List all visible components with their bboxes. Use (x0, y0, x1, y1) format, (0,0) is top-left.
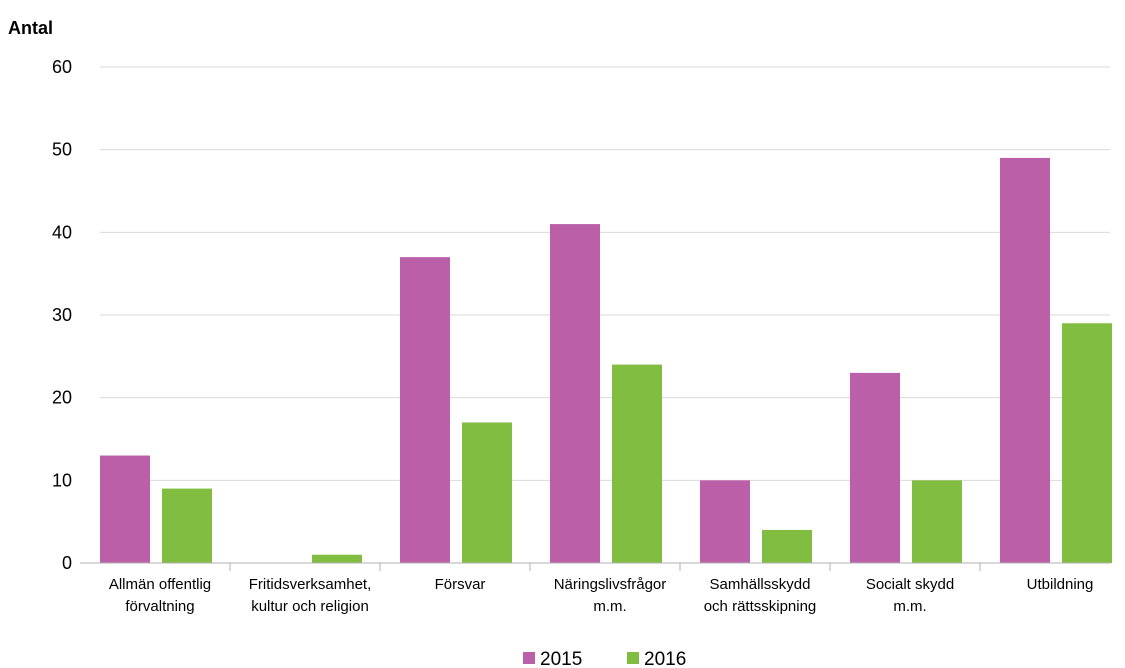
bar-2016-3 (612, 364, 662, 563)
y-tick-label: 40 (52, 222, 72, 242)
legend-swatch-2015 (523, 652, 535, 664)
category-label: Näringslivsfrågor (554, 576, 667, 593)
bar-2016-4 (762, 529, 812, 563)
y-axis-title: Antal (8, 18, 53, 38)
category-label: Socialt skydd (866, 576, 954, 593)
gridlines (100, 66, 1110, 481)
bar-2015-4 (700, 480, 750, 563)
bar-2016-6 (1062, 323, 1112, 563)
category-label: Allmän offentlig (109, 576, 211, 593)
y-tick-label: 50 (52, 140, 72, 160)
bar-2015-3 (550, 224, 600, 564)
category-label: m.m. (593, 598, 626, 615)
bar-2015-5 (850, 372, 900, 563)
bar-2016-1 (312, 554, 362, 563)
bars (100, 157, 1112, 564)
y-tick-label: 20 (52, 388, 72, 408)
category-label: Försvar (435, 576, 486, 593)
y-tick-label: 60 (52, 57, 72, 77)
category-label: kultur och religion (251, 598, 369, 615)
y-tick-label: 30 (52, 305, 72, 325)
bar-2016-0 (162, 488, 212, 563)
y-axis-ticks: 0 10 20 30 40 50 60 (52, 57, 72, 573)
x-axis-labels: Allmän offentlig förvaltning Fritidsverksa… (109, 576, 1094, 615)
legend-label: 2015 (540, 649, 582, 668)
category-label: Fritidsverksamhet, (249, 576, 372, 593)
category-label: och rättsskipning (704, 598, 817, 615)
x-axis-ticks (229, 563, 981, 571)
bar-2015-0 (100, 455, 150, 563)
bar-2016-5 (912, 480, 962, 563)
legend-swatch-2016 (627, 652, 639, 664)
y-tick-label: 0 (62, 553, 72, 573)
category-label: Samhällsskydd (710, 576, 811, 593)
bar-2016-2 (462, 422, 512, 563)
legend-label: 2016 (644, 649, 686, 668)
category-label: m.m. (893, 598, 926, 615)
bar-2015-2 (400, 257, 450, 563)
bar-2015-6 (1000, 157, 1050, 563)
category-label: Utbildning (1027, 576, 1094, 593)
y-tick-label: 10 (52, 470, 72, 490)
legend: 2015 2016 (523, 649, 686, 668)
category-label: förvaltning (125, 598, 194, 615)
